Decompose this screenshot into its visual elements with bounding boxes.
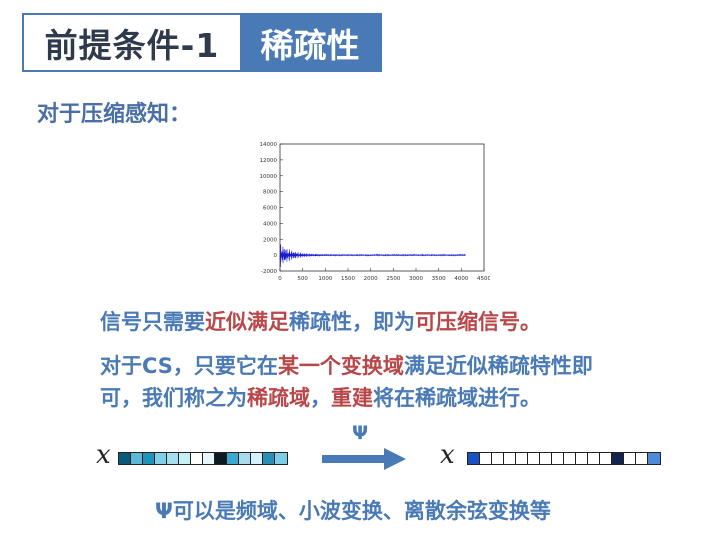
sparse-vector: [467, 452, 661, 465]
para1-s1: 信号只需要: [100, 310, 205, 334]
signal-vector-cell: [251, 453, 263, 464]
para1-s3: 稀疏性，即为: [289, 310, 415, 334]
signal-vector-cell: [239, 453, 251, 464]
signal-vector-cell: [227, 453, 239, 464]
y-tick-label: 4000: [263, 221, 277, 227]
signal-vector: [118, 452, 288, 465]
para2-l1a: 对于CS，只要它在: [100, 354, 278, 378]
bottom-note: Ψ可以是频域、小波变换、离散余弦变换等: [155, 499, 551, 523]
x-tick-label: 1500: [341, 276, 355, 282]
vector-x-label-right: x: [440, 440, 455, 470]
x-tick-label: 3500: [432, 276, 446, 282]
sparse-vector-cell: [636, 453, 648, 464]
plot-frame: [279, 143, 485, 272]
y-tick-label: 2000: [263, 237, 277, 243]
x-tick-label: 2000: [364, 276, 378, 282]
signal-vector-cell: [167, 453, 179, 464]
x-tick-label: 1000: [318, 276, 332, 282]
psi-label: Ψ: [352, 422, 369, 444]
y-tick-label: 6000: [263, 206, 277, 212]
x-tick-label: 500: [297, 276, 308, 282]
signal-vector-cell: [119, 453, 131, 464]
signal-vector-cell: [179, 453, 191, 464]
sparse-vector-cell: [600, 453, 612, 464]
para1-s2: 近似满足: [205, 310, 289, 334]
x-tick-label: 4500: [477, 276, 490, 282]
title-right: 稀疏性: [240, 15, 380, 70]
y-tick-label: 14000: [260, 142, 278, 148]
x-tick-label: 3000: [409, 276, 423, 282]
x-tick-label: 4000: [454, 276, 468, 282]
para2-l2d: 重建: [331, 386, 373, 410]
sparse-vector-cell: [648, 453, 660, 464]
para2-l1b: 某一个变换域: [277, 354, 404, 378]
signal-vector-cell: [143, 453, 155, 464]
y-tick-label: -2000: [261, 269, 277, 275]
sparse-vector-cell: [588, 453, 600, 464]
sparse-vector-cell: [552, 453, 564, 464]
para2-l2b: 稀疏域: [247, 386, 310, 410]
subtitle: 对于压缩感知：: [37, 102, 192, 127]
signal-vector-cell: [215, 453, 227, 464]
sparse-vector-cell: [480, 453, 492, 464]
sparse-vector-cell: [468, 453, 480, 464]
sparse-vector-cell: [492, 453, 504, 464]
para1-s4: 可压缩信号。: [415, 310, 541, 334]
title-left: 前提条件-1: [44, 25, 220, 65]
vector-x-label-left: x: [96, 440, 111, 470]
para-cs: 对于CS，只要它在某一个变换域满足近似稀疏特性即 可，我们称之为稀疏域，重建将在…: [100, 350, 593, 414]
title-box: 前提条件-1 稀疏性: [22, 13, 382, 72]
y-tick-label: 12000: [260, 158, 278, 164]
x-tick-label: 2500: [386, 276, 400, 282]
para2-l2e: 将在稀疏域进行。: [373, 386, 541, 410]
sparse-vector-cell: [516, 453, 528, 464]
y-tick-label: 10000: [260, 174, 278, 180]
signal-vector-cell: [191, 453, 203, 464]
para-compressible: 信号只需要近似满足稀疏性，即为可压缩信号。: [100, 306, 541, 338]
signal-vector-cell: [275, 453, 287, 464]
para2-l2a: 可，我们称之为: [100, 386, 247, 410]
right-arrow-icon: [322, 448, 406, 470]
signal-vector-cell: [263, 453, 275, 464]
para2-l2c: ，: [310, 386, 331, 410]
y-tick-label: 0: [274, 253, 278, 259]
sparse-vector-cell: [612, 453, 624, 464]
signal-series-line: [279, 244, 466, 267]
sparse-vector-cell: [576, 453, 588, 464]
y-tick-label: 8000: [263, 190, 277, 196]
sparse-vector-cell: [504, 453, 516, 464]
sparse-vector-cell: [624, 453, 636, 464]
para2-line1: 对于CS，只要它在某一个变换域满足近似稀疏特性即: [100, 350, 593, 382]
sparse-vector-cell: [564, 453, 576, 464]
x-tick-label: 0: [278, 276, 282, 282]
para2-line2: 可，我们称之为稀疏域，重建将在稀疏域进行。: [100, 382, 593, 414]
signal-vector-cell: [155, 453, 167, 464]
signal-vector-cell: [131, 453, 143, 464]
sparse-vector-cell: [528, 453, 540, 464]
sparse-vector-cell: [540, 453, 552, 464]
para2-l1c: 满足近似稀疏特性即: [403, 354, 593, 378]
signal-vector-cell: [203, 453, 215, 464]
